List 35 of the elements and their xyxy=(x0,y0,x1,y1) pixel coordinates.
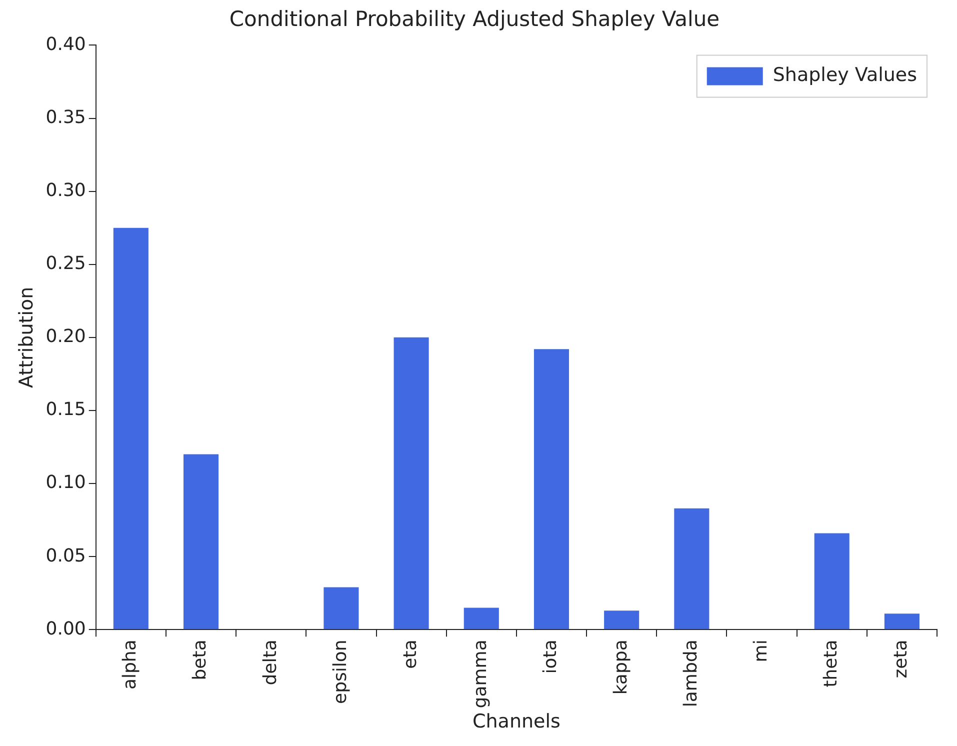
x-tick-label: theta xyxy=(820,640,842,688)
y-tick-label: 0.00 xyxy=(46,618,86,640)
bar xyxy=(394,337,429,630)
legend-label: Shapley Values xyxy=(772,64,918,86)
x-tick-label: kappa xyxy=(610,640,632,695)
y-axis-title: Attribution xyxy=(15,286,38,388)
bar xyxy=(884,614,920,630)
x-tick-label: iota xyxy=(540,640,562,674)
y-tick-label: 0.40 xyxy=(46,34,86,55)
y-tick-label: 0.20 xyxy=(46,326,86,348)
y-tick-label: 0.05 xyxy=(46,545,86,566)
x-tick-label: zeta xyxy=(890,640,912,678)
bar xyxy=(814,533,850,630)
bar xyxy=(674,508,710,630)
y-tick-label: 0.10 xyxy=(46,472,86,494)
bar xyxy=(183,454,219,630)
x-axis-title: Channels xyxy=(472,710,560,733)
x-tick-label: epsilon xyxy=(330,640,351,704)
bar xyxy=(464,608,499,630)
bar xyxy=(604,610,640,630)
y-tick-label: 0.15 xyxy=(46,399,86,420)
x-tick-label: gamma xyxy=(470,640,492,708)
y-tick-label: 0.25 xyxy=(46,253,86,274)
bar xyxy=(113,228,148,630)
x-tick-label: lambda xyxy=(680,640,702,708)
chart-title: Conditional Probability Adjusted Shapley Value xyxy=(229,7,720,32)
x-tick-label: mi xyxy=(750,640,772,662)
x-tick-label: delta xyxy=(260,640,281,686)
bar xyxy=(324,587,359,630)
bar xyxy=(534,349,570,630)
y-tick-label: 0.35 xyxy=(46,106,86,128)
x-tick-label: eta xyxy=(400,640,421,669)
y-tick-label: 0.30 xyxy=(46,180,86,201)
x-tick-label: alpha xyxy=(120,640,141,690)
x-tick-label: beta xyxy=(190,640,211,680)
